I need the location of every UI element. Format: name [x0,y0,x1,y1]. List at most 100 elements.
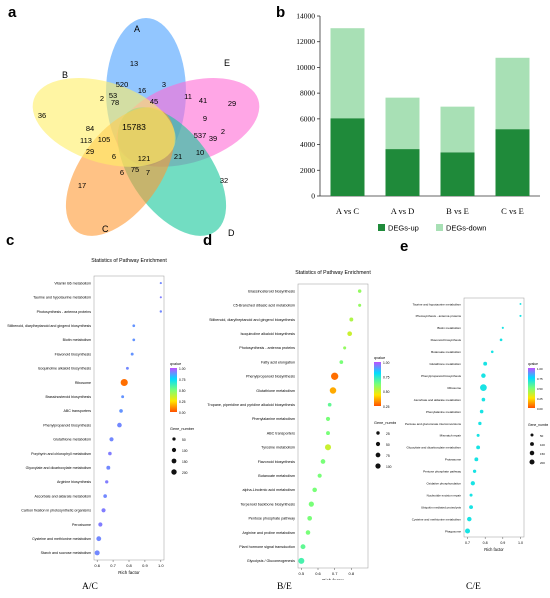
color-legend-tick: 0.75 [179,378,186,382]
pathway-label: ABC transporters [63,409,91,413]
venn-region-value: 11 [184,92,192,101]
size-legend-label: 200 [540,461,545,465]
bar-degs-down [330,28,365,119]
pathway-label: Tropane, piperidine and pyridine alkaloi… [207,403,295,407]
venn-region-value: 6 [112,152,116,161]
stacked-bar-chart: 0 2000 4000 6000 8000 10000 12000 14000 A vs C A … [296,12,540,233]
venn-region-value: 537 [194,131,207,140]
venn-region-value: 113 [80,136,92,145]
chart-title: Statistics of Pathway Enrichment [295,270,371,276]
y-tick-label: 12000 [296,37,315,46]
venn-region-value: 7 [146,168,150,177]
enrichment-dot [478,421,482,426]
size-legend-label: 50 [182,438,186,442]
enrichment-dot [317,473,322,478]
venn-region-value: 32 [220,176,228,185]
color-legend-title: qvalue [170,362,181,366]
venn-region-value: 2 [100,94,104,103]
plot-frame [463,297,525,538]
pathway-label: Pentose phosphate pathway [423,470,461,474]
enrichment-dot [101,508,106,513]
venn-set-label-d: D [228,228,235,238]
enrichment-dot [312,487,317,493]
enrichment-dot [357,289,362,293]
caption-be: B/E [277,582,292,592]
legend-swatch [436,224,443,231]
enrichment-dot [120,378,128,387]
pathway-label: Vitamin B6 metabolism [54,281,91,285]
legend-label: DEGs-down [446,224,486,233]
color-legend-tick: 1.00 [383,361,390,365]
x-axis-label: Rich factor [484,547,504,552]
x-tick-label: A vs D [391,206,415,216]
pathway-label: Phenylpropanoid biosynthesis [421,374,461,378]
x-tick-label: 0.6 [94,563,100,568]
enrichment-dot [327,402,332,407]
bar-degs-up [495,129,530,196]
enrichment-dot [481,373,486,378]
size-legend-dot [171,447,177,453]
enrichment-dot [339,360,344,364]
pathway-label: Carbon fixation in photosynthetic organi… [21,509,91,513]
pathway-label: Glutathione metabolism [53,438,91,442]
pathway-label: Butanoate metabolism [258,474,295,478]
pathway-label: Biotin metabolism [437,326,461,330]
bar-degs-up [385,149,420,196]
size-legend-dot [171,469,177,475]
enrichment-dot [472,469,477,473]
y-tick-label: 6000 [300,114,315,123]
size-legend-label: 50 [386,443,390,447]
enrichment-dot [349,317,354,322]
pathway-label: Phenylpropanoid biosynthesis [43,423,91,427]
enrichment-dot [470,481,475,486]
y-tick-label: 0 [311,192,315,201]
enrichment-dot [130,352,134,356]
pathway-label: Ascorbate and aldarate metabolism [34,494,91,498]
enrichment-dot [308,501,314,507]
pathway-label: Stilbenoid, diarylheptanoid and gingerol… [209,318,295,322]
pathway-label: Taurine and hypotaurine metabolism [413,302,462,306]
enrichment-dot [347,331,353,337]
enrichment-dot [469,505,473,510]
enrichment-dot [476,433,480,437]
color-legend-bar [374,362,381,406]
panel-label-b: b [276,4,286,21]
enrichment-dot [305,530,311,535]
bar-degs-up [330,118,365,196]
enrichment-dot [465,528,471,534]
enrichment-dot [331,372,339,380]
pathway-label: Brassinosteroid biosynthesis [248,289,295,293]
pathway-label: Glyoxylate and dicarboxylate metabolism [406,446,461,450]
enrichment-dot [501,326,504,329]
size-legend-dot [172,437,176,441]
pathway-label: Photosynthesis - antenna proteins [37,310,92,314]
caption-ce: C/E [466,582,481,592]
pathway-label: alpha-Linolenic acid metabolism [243,488,295,492]
pathway-label: Biotin metabolism [63,338,91,342]
enrichment-dot [108,451,112,456]
y-tick-label: 8000 [300,89,315,98]
enrichment-dot [476,445,481,450]
bar-degs-down [495,57,530,130]
pathway-label: Isoquinoline alkaloid biosynthesis [38,367,91,371]
x-tick-label: B vs E [446,206,469,216]
size-legend-label: 100 [386,465,392,469]
pathway-label: Terpenoid backbone biosynthesis [240,502,295,506]
color-legend-tick: 0.00 [179,411,186,415]
venn-region-value: 36 [38,111,46,120]
enrichment-dot [469,493,473,497]
venn-region-value: 75 [131,165,139,174]
pathway-label: Butanoate metabolism [431,350,461,354]
pathway-label: Nucleotide excision repair [427,493,461,497]
pathway-label: Glutathione metabolism [429,362,461,366]
legend-label: DEGs-up [388,224,419,233]
pathway-label: Flavonoid biosynthesis [55,352,92,356]
pathway-label: Photosynthesis - antenna proteins [239,346,295,350]
venn-region-value: 84 [86,124,94,133]
color-legend-tick: 0.25 [179,400,186,404]
pathway-label: Porphyrin and chlorophyll metabolism [31,452,91,456]
enrichment-dot [125,366,129,370]
pathway-label: Mismatch repair [440,434,461,438]
size-legend-label: 75 [386,454,390,458]
pathway-label: Glyoxylate and dicarboxylate metabolism [26,466,91,470]
